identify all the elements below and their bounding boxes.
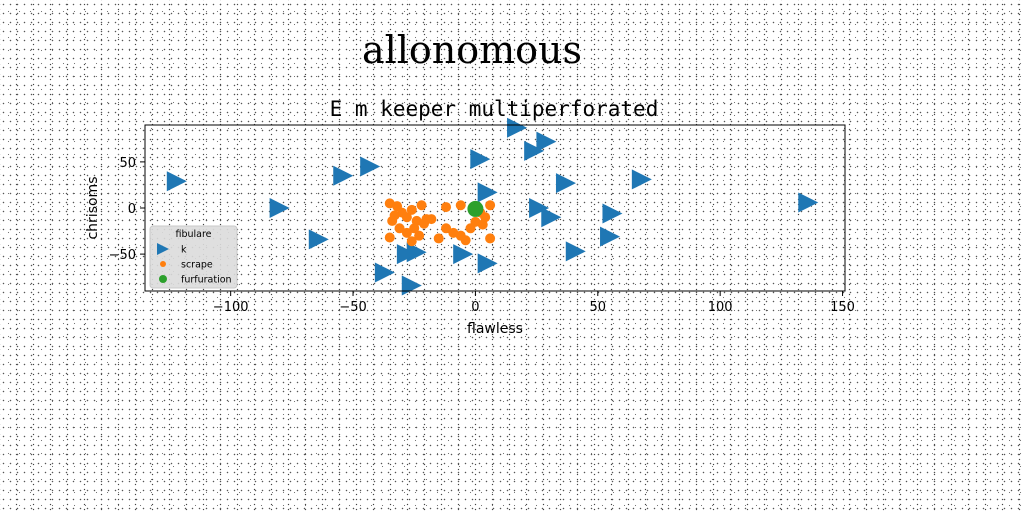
data-point-scrape — [409, 223, 420, 234]
data-point-k — [406, 242, 427, 263]
legend: fibulare k scrape furfuration — [149, 225, 238, 289]
data-point-k — [524, 140, 545, 161]
legend-swatch-scrape — [160, 261, 166, 267]
y-tick-label: −50 — [109, 248, 136, 263]
legend-box — [149, 225, 238, 289]
data-point-scrape — [384, 232, 395, 243]
data-point-scrape — [485, 233, 496, 244]
data-point-scrape — [401, 212, 412, 223]
x-axis-label: flawless — [467, 321, 523, 337]
axis-ticks: −100 −50 0 50 100 150 −50 0 50 — [109, 156, 855, 315]
data-point-k — [631, 169, 652, 190]
y-axis-label: chrisoms — [85, 176, 101, 239]
data-point-k — [401, 275, 422, 296]
data-point-scrape — [394, 223, 405, 234]
data-point-k — [453, 244, 474, 265]
data-point-k — [396, 244, 417, 265]
data-point-scrape — [419, 218, 430, 229]
data-point-k — [555, 173, 576, 194]
data-point-scrape — [485, 200, 496, 211]
data-point-furfuration — [467, 200, 484, 217]
data-point-k — [308, 229, 329, 250]
y-tick-label: 50 — [119, 156, 136, 171]
x-tick-label: −100 — [213, 300, 249, 315]
data-point-scrape — [426, 214, 437, 225]
x-tick-label: −50 — [339, 300, 366, 315]
x-tick-label: 100 — [708, 300, 733, 315]
chart-title: E m keeper multiperforated — [330, 97, 659, 121]
data-point-scrape — [406, 204, 417, 215]
data-point-k — [374, 262, 395, 283]
x-tick-label: 150 — [830, 300, 855, 315]
data-point-k — [536, 131, 557, 152]
plot-marks — [166, 117, 819, 296]
x-tick-label: 0 — [471, 300, 479, 315]
data-point-k — [166, 171, 187, 192]
data-point-k — [541, 207, 562, 228]
data-point-k — [360, 156, 381, 177]
data-point-scrape — [433, 233, 444, 244]
data-point-scrape — [389, 210, 400, 221]
data-point-k — [269, 198, 290, 218]
data-point-scrape — [460, 235, 471, 246]
legend-entry-k: k — [181, 245, 187, 256]
data-point-k — [529, 198, 550, 218]
data-point-k — [600, 226, 621, 247]
data-point-scrape — [455, 200, 466, 211]
data-point-k — [470, 149, 491, 170]
y-tick-label: 0 — [128, 202, 136, 217]
data-point-k — [333, 165, 354, 186]
page-title: allonomous — [361, 28, 583, 72]
data-point-scrape — [401, 227, 412, 238]
data-point-k — [565, 241, 586, 262]
data-point-scrape — [416, 200, 427, 211]
x-tick-label: 50 — [590, 300, 607, 315]
data-point-scrape — [406, 236, 417, 247]
data-point-k — [798, 192, 819, 213]
legend-entry-furfuration: furfuration — [181, 275, 232, 286]
axes-frame — [144, 124, 846, 292]
legend-title: fibulare — [175, 229, 211, 240]
legend-swatch-k — [157, 243, 169, 255]
data-point-scrape — [477, 219, 488, 230]
data-point-k — [477, 182, 498, 203]
data-point-k — [507, 117, 528, 138]
data-point-k — [477, 253, 498, 274]
data-point-k — [602, 203, 623, 224]
data-point-scrape — [414, 230, 425, 241]
legend-swatch-furfuration — [159, 275, 167, 283]
legend-entry-scrape: scrape — [181, 260, 213, 271]
data-point-scrape — [441, 202, 452, 213]
data-point-scrape — [441, 223, 452, 234]
